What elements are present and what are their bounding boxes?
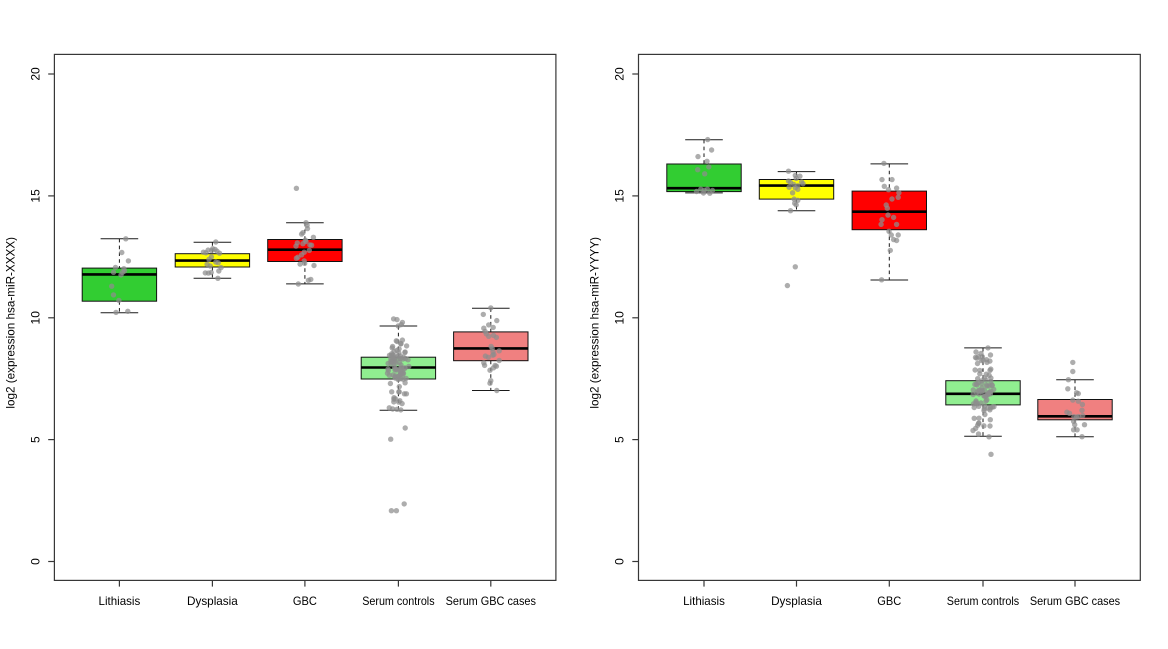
svg-text:5: 5 xyxy=(613,436,627,443)
svg-text:GBC: GBC xyxy=(877,594,901,608)
svg-text:Dysplasia: Dysplasia xyxy=(771,594,822,608)
svg-text:Serum GBC cases: Serum GBC cases xyxy=(1030,594,1120,608)
svg-text:GBC: GBC xyxy=(293,594,317,608)
svg-text:log2 (expression hsa-miR-XXXX): log2 (expression hsa-miR-XXXX) xyxy=(4,237,18,409)
svg-text:0: 0 xyxy=(29,558,43,565)
svg-text:15: 15 xyxy=(613,189,627,203)
svg-text:Lithiasis: Lithiasis xyxy=(683,594,725,608)
svg-text:10: 10 xyxy=(613,311,627,325)
svg-text:Serum controls: Serum controls xyxy=(362,594,434,608)
svg-text:Dysplasia: Dysplasia xyxy=(187,594,238,608)
svg-text:10: 10 xyxy=(29,311,43,325)
svg-text:5: 5 xyxy=(29,436,43,443)
svg-text:Lithiasis: Lithiasis xyxy=(99,594,141,608)
svg-text:20: 20 xyxy=(613,67,627,81)
svg-text:15: 15 xyxy=(29,189,43,203)
svg-text:20: 20 xyxy=(29,67,43,81)
svg-text:log2 (expression hsa-miR-YYYY): log2 (expression hsa-miR-YYYY) xyxy=(588,237,602,409)
svg-text:Serum controls: Serum controls xyxy=(947,594,1019,608)
svg-text:Serum GBC cases: Serum GBC cases xyxy=(446,594,536,608)
svg-text:0: 0 xyxy=(613,558,627,565)
